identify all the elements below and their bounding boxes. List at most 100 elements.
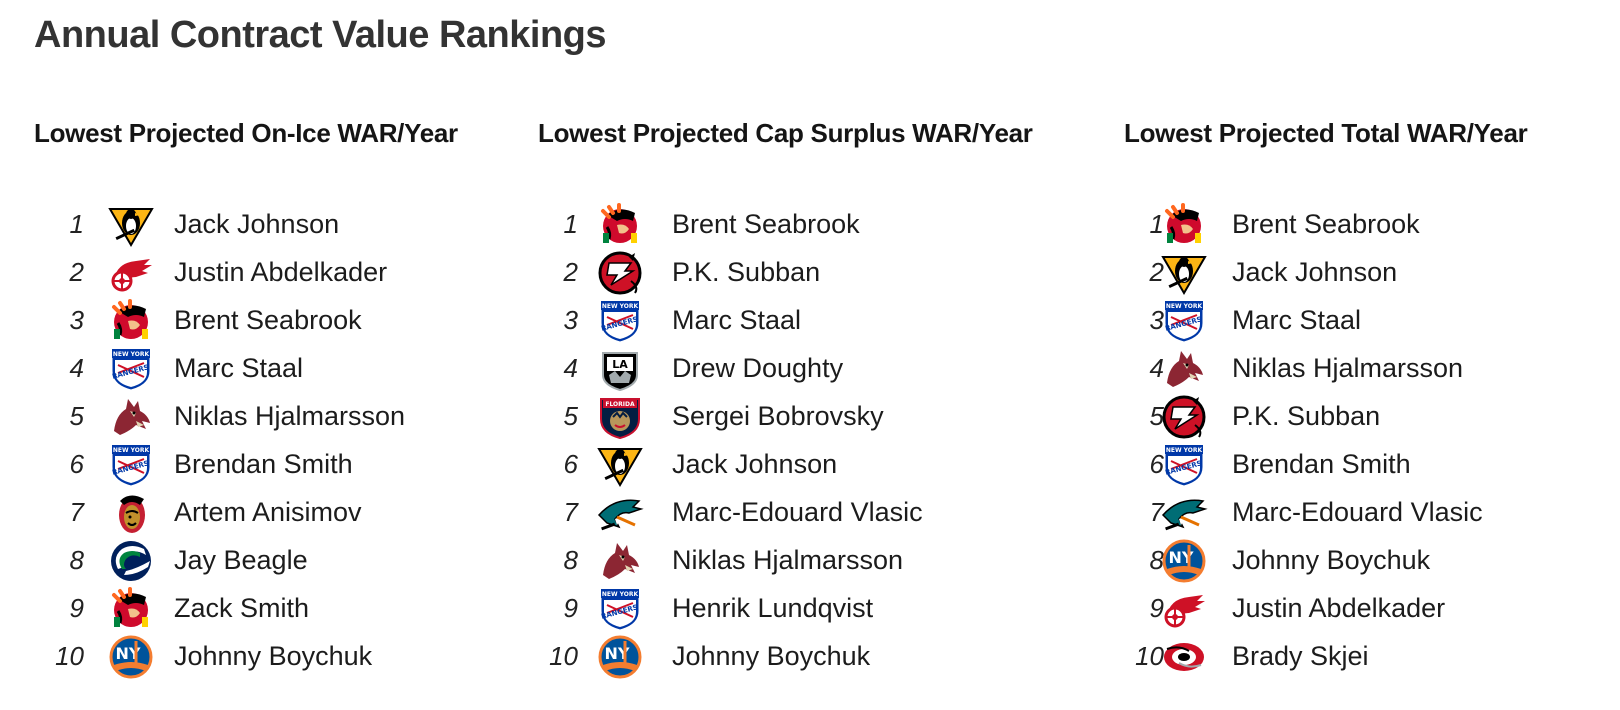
player-name: Zack Smith <box>174 593 310 623</box>
player-name: Johnny Boychuk <box>174 641 373 671</box>
player-name: Marc Staal <box>174 353 304 383</box>
player-name: Justin Abdelkader <box>1232 593 1446 623</box>
column-heading: Lowest Projected Total WAR/Year <box>1124 118 1528 148</box>
islanders-icon: NY <box>595 635 645 679</box>
player-name: Brady Skjei <box>1232 641 1369 671</box>
player-name: Brendan Smith <box>1232 449 1411 479</box>
rank-number: 3 <box>69 305 84 335</box>
rank-number: 10 <box>549 641 578 671</box>
player-name: Marc-Edouard Vlasic <box>1232 497 1483 527</box>
rank-number: 4 <box>1149 353 1164 383</box>
player-name: Justin Abdelkader <box>174 257 388 287</box>
ranking-row: 4 Niklas Hjalmarsson <box>1124 347 1584 395</box>
svg-text:FLORIDA: FLORIDA <box>605 401 635 408</box>
devils-icon <box>595 251 645 295</box>
islanders-icon: NY <box>1159 539 1209 583</box>
ranking-row: 5 Niklas Hjalmarsson <box>34 395 494 443</box>
rank-number: 4 <box>563 353 578 383</box>
rangers-icon: NEW YORK RANGERS <box>106 347 156 391</box>
red-wings-icon <box>1159 587 1209 631</box>
rank-number: 6 <box>563 449 578 479</box>
red-wings-icon <box>106 251 156 295</box>
rank-number: 8 <box>1149 545 1164 575</box>
ranking-row: 1 Brent Seabrook <box>1124 203 1584 251</box>
ranking-row: 8 Niklas Hjalmarsson <box>538 539 998 587</box>
player-name: P.K. Subban <box>672 257 821 287</box>
rank-number: 5 <box>1149 401 1164 431</box>
rank-number: 5 <box>69 401 84 431</box>
rank-number: 2 <box>1149 257 1164 287</box>
hurricanes-icon <box>1159 635 1209 679</box>
rank-number: 2 <box>563 257 578 287</box>
ranking-row: 3 NEW YORK RANGERS Marc Staal <box>1124 299 1584 347</box>
player-name: Johnny Boychuk <box>1232 545 1431 575</box>
rank-number: 1 <box>69 209 84 239</box>
player-name: Brent Seabrook <box>174 305 362 335</box>
coyotes-icon <box>1159 347 1209 391</box>
blackhawks-icon <box>595 203 645 247</box>
svg-text:NEW YORK: NEW YORK <box>1166 447 1203 454</box>
ranking-row: 3 Brent Seabrook <box>34 299 494 347</box>
rank-number: 1 <box>563 209 578 239</box>
ranking-row: 5 P.K. Subban <box>1124 395 1584 443</box>
ranking-row: 10 NY Johnny Boychuk <box>538 635 998 683</box>
player-name: Sergei Bobrovsky <box>672 401 884 431</box>
page-title: Annual Contract Value Rankings <box>34 14 607 56</box>
ranking-column-on-ice: Lowest Projected On-Ice WAR/Year 1 Jack J… <box>34 118 458 679</box>
ranking-row: 7 Artem Anisimov <box>34 491 494 539</box>
senators-icon <box>106 491 156 535</box>
column-heading: Lowest Projected Cap Surplus WAR/Year <box>538 118 1033 148</box>
rank-number: 3 <box>1149 305 1164 335</box>
ranking-list: 1 Brent Seabrook 2 P.K. Subban 3 NEW YORK RANG… <box>538 203 998 683</box>
ranking-row: 6 NEW YORK RANGERS Brendan Smith <box>1124 443 1584 491</box>
player-name: Brent Seabrook <box>1232 209 1420 239</box>
svg-text:NEW YORK: NEW YORK <box>113 447 150 454</box>
coyotes-icon <box>106 395 156 439</box>
penguins-icon <box>106 203 156 247</box>
ranking-row: 6 NEW YORK RANGERS Brendan Smith <box>34 443 494 491</box>
ranking-row: 3 NEW YORK RANGERS Marc Staal <box>538 299 998 347</box>
ranking-list: 1 Jack Johnson 2 Justin Abdelkader 3 Brent Se… <box>34 203 494 683</box>
islanders-icon: NY <box>106 635 156 679</box>
ranking-row: 9 Zack Smith <box>34 587 494 635</box>
kings-icon: LA <box>595 347 645 391</box>
rank-number: 9 <box>69 593 84 623</box>
ranking-row: 8 Jay Beagle <box>34 539 494 587</box>
ranking-row: 8 NY Johnny Boychuk <box>1124 539 1584 587</box>
ranking-row: 6 Jack Johnson <box>538 443 998 491</box>
panthers-icon: FLORIDA <box>595 395 645 439</box>
ranking-row: 1 Brent Seabrook <box>538 203 998 251</box>
player-name: Johnny Boychuk <box>672 641 871 671</box>
player-name: Marc Staal <box>1232 305 1362 335</box>
rangers-icon: NEW YORK RANGERS <box>595 587 645 631</box>
sharks-icon <box>595 491 645 535</box>
rangers-icon: NEW YORK RANGERS <box>1159 299 1209 343</box>
ranking-row: 10 NY Johnny Boychuk <box>34 635 494 683</box>
svg-text:NEW YORK: NEW YORK <box>113 351 150 358</box>
rank-number: 3 <box>563 305 578 335</box>
ranking-list: 1 Brent Seabrook 2 Jack Johnson 3 NEW YORK RAN… <box>1124 203 1584 683</box>
ranking-row: 9 NEW YORK RANGERS Henrik Lundqvist <box>538 587 998 635</box>
ranking-row: 4 NEW YORK RANGERS Marc Staal <box>34 347 494 395</box>
ranking-row: 2 P.K. Subban <box>538 251 998 299</box>
player-name: Jack Johnson <box>672 449 838 479</box>
ranking-row: 2 Justin Abdelkader <box>34 251 494 299</box>
rank-number: 6 <box>69 449 84 479</box>
rank-number: 7 <box>563 497 578 527</box>
player-name: Drew Doughty <box>672 353 844 383</box>
blackhawks-icon <box>106 299 156 343</box>
ranking-row: 5 FLORIDA Sergei Bobrovsky <box>538 395 998 443</box>
penguins-icon <box>1159 251 1209 295</box>
rangers-icon: NEW YORK RANGERS <box>106 443 156 487</box>
coyotes-icon <box>595 539 645 583</box>
devils-icon <box>1159 395 1209 439</box>
rank-number: 5 <box>563 401 578 431</box>
svg-text:NEW YORK: NEW YORK <box>602 591 639 598</box>
player-name: Marc-Edouard Vlasic <box>672 497 923 527</box>
player-name: P.K. Subban <box>1232 401 1381 431</box>
rank-number: 4 <box>69 353 84 383</box>
sharks-icon <box>1159 491 1209 535</box>
rank-number: 9 <box>563 593 578 623</box>
svg-text:NEW YORK: NEW YORK <box>602 303 639 310</box>
player-name: Jay Beagle <box>174 545 308 575</box>
